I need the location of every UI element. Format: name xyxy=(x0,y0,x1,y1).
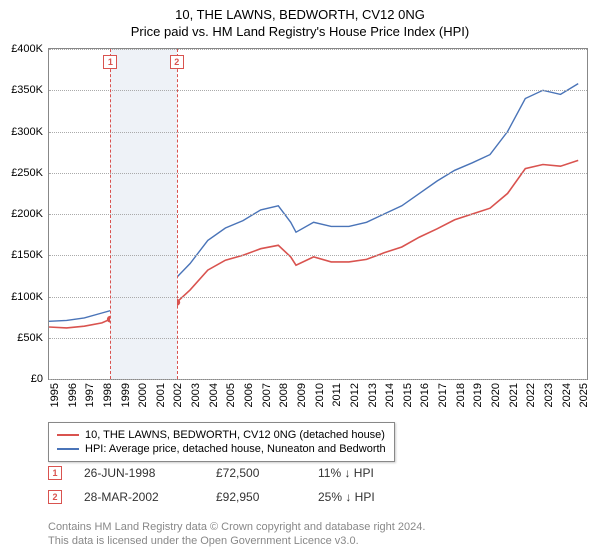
transaction-date: 26-JUN-1998 xyxy=(84,466,194,480)
gridline-h xyxy=(49,132,587,133)
x-tick-label: 2006 xyxy=(243,383,255,407)
x-tick-label: 2015 xyxy=(402,383,414,407)
legend-label: HPI: Average price, detached house, Nune… xyxy=(85,443,386,455)
x-tick-label: 2020 xyxy=(490,383,502,407)
footer: Contains HM Land Registry data © Crown c… xyxy=(48,520,586,549)
gridline-h xyxy=(49,297,587,298)
y-tick-label: £200K xyxy=(11,208,43,220)
legend-swatch xyxy=(57,448,79,450)
x-tick-label: 2025 xyxy=(578,383,590,407)
x-tick-label: 2010 xyxy=(314,383,326,407)
x-tick-label: 2014 xyxy=(384,383,396,407)
y-tick-label: £300K xyxy=(11,126,43,138)
x-tick-label: 2018 xyxy=(455,383,467,407)
y-tick-label: £250K xyxy=(11,167,43,179)
x-tick-label: 2017 xyxy=(437,383,449,407)
y-tick-label: £150K xyxy=(11,249,43,261)
legend: 10, THE LAWNS, BEDWORTH, CV12 0NG (detac… xyxy=(48,422,395,462)
transaction-marker: 2 xyxy=(48,490,62,504)
transaction-price: £92,950 xyxy=(216,490,296,504)
x-tick-label: 2021 xyxy=(508,383,520,407)
transaction-price: £72,500 xyxy=(216,466,296,480)
gridline-h xyxy=(49,90,587,91)
page-title: 10, THE LAWNS, BEDWORTH, CV12 0NG xyxy=(0,0,600,24)
x-tick-label: 2005 xyxy=(225,383,237,407)
event-vline xyxy=(177,49,178,379)
y-tick-label: £50K xyxy=(17,332,43,344)
x-tick-label: 2000 xyxy=(137,383,149,407)
page-subtitle: Price paid vs. HM Land Registry's House … xyxy=(0,24,600,39)
gridline-h xyxy=(49,214,587,215)
legend-label: 10, THE LAWNS, BEDWORTH, CV12 0NG (detac… xyxy=(85,429,385,441)
event-marker-box: 2 xyxy=(170,55,184,69)
y-tick-label: £100K xyxy=(11,291,43,303)
gridline-h xyxy=(49,49,587,50)
x-tick-label: 1999 xyxy=(120,383,132,407)
transactions-table: 1 26-JUN-1998 £72,500 11% ↓ HPI 2 28-MAR-2002… xyxy=(48,466,398,514)
transaction-marker: 1 xyxy=(48,466,62,480)
event-vline xyxy=(110,49,111,379)
event-marker-box: 1 xyxy=(103,55,117,69)
x-tick-label: 2019 xyxy=(472,383,484,407)
x-tick-label: 2024 xyxy=(561,383,573,407)
gridline-h xyxy=(49,338,587,339)
x-tick-label: 2003 xyxy=(190,383,202,407)
x-tick-label: 1995 xyxy=(49,383,61,407)
footer-line-2: This data is licensed under the Open Gov… xyxy=(48,534,586,548)
gridline-h xyxy=(49,255,587,256)
x-tick-label: 2004 xyxy=(208,383,220,407)
gridline-h xyxy=(49,173,587,174)
x-tick-label: 2012 xyxy=(349,383,361,407)
x-tick-label: 2008 xyxy=(278,383,290,407)
x-tick-label: 1996 xyxy=(67,383,79,407)
y-tick-label: £400K xyxy=(11,43,43,55)
legend-swatch xyxy=(57,434,79,436)
chart-plot-area: £0£50K£100K£150K£200K£250K£300K£350K£400… xyxy=(48,48,588,380)
transaction-delta: 25% ↓ HPI xyxy=(318,490,398,504)
legend-row: 10, THE LAWNS, BEDWORTH, CV12 0NG (detac… xyxy=(57,429,386,441)
transaction-date: 28-MAR-2002 xyxy=(84,490,194,504)
x-tick-label: 1997 xyxy=(84,383,96,407)
x-tick-label: 2002 xyxy=(172,383,184,407)
x-tick-label: 2013 xyxy=(367,383,379,407)
x-tick-label: 2011 xyxy=(331,383,343,407)
transaction-delta: 11% ↓ HPI xyxy=(318,466,398,480)
footer-line-1: Contains HM Land Registry data © Crown c… xyxy=(48,520,586,534)
x-tick-label: 1998 xyxy=(102,383,114,407)
y-tick-label: £350K xyxy=(11,84,43,96)
x-tick-label: 2007 xyxy=(261,383,273,407)
gridline-h xyxy=(49,379,587,380)
y-tick-label: £0 xyxy=(31,373,43,385)
x-tick-label: 2001 xyxy=(155,383,167,407)
x-tick-label: 2009 xyxy=(296,383,308,407)
x-tick-label: 2016 xyxy=(419,383,431,407)
legend-row: HPI: Average price, detached house, Nune… xyxy=(57,443,386,455)
transaction-row: 2 28-MAR-2002 £92,950 25% ↓ HPI xyxy=(48,490,398,504)
x-tick-label: 2023 xyxy=(543,383,555,407)
transaction-row: 1 26-JUN-1998 £72,500 11% ↓ HPI xyxy=(48,466,398,480)
x-tick-label: 2022 xyxy=(525,383,537,407)
